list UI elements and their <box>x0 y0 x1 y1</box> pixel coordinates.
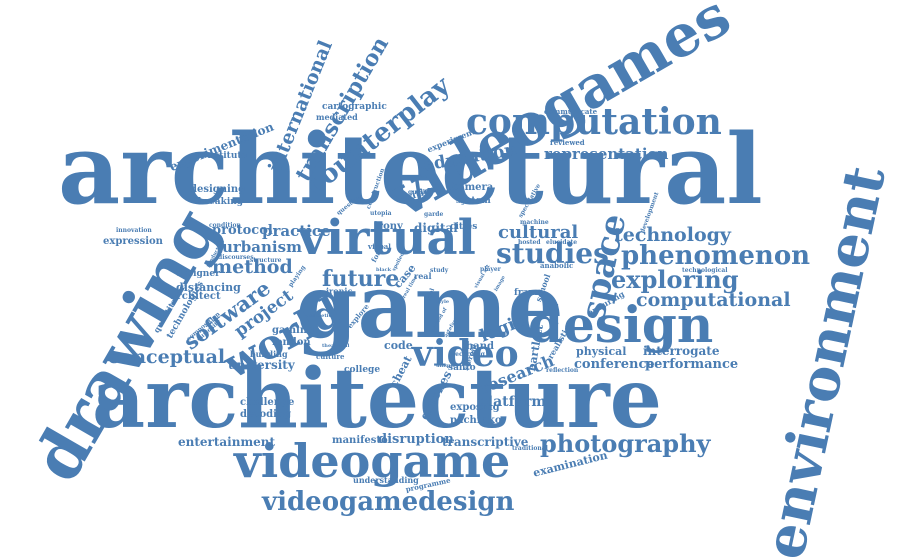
word-cartographic: cartographic <box>322 102 387 112</box>
word-digital: digital <box>414 221 458 235</box>
word-camera: camera <box>452 182 494 193</box>
word-architectural: architectural <box>58 113 763 226</box>
word-entertainment: entertainment <box>178 435 276 449</box>
word-gaming: gaming <box>272 325 315 336</box>
word-phenomenon: phenomenon <box>621 241 811 271</box>
word-distancing: distancing <box>176 281 241 294</box>
word-manifesto: manifesto <box>332 435 388 446</box>
word-decoding: decoding <box>240 409 292 420</box>
word-traditional: traditional <box>512 445 548 452</box>
word-game: game <box>296 254 564 358</box>
word-style: style <box>436 299 450 305</box>
word-cities: cities <box>450 222 478 232</box>
word-santo: santo <box>448 363 476 373</box>
word-hand: hand <box>466 341 495 352</box>
word-london: london <box>272 337 311 348</box>
word-architecture: architecture <box>92 351 662 447</box>
word-structure: structure <box>250 257 282 264</box>
word-irony: irony <box>374 221 403 232</box>
word-theatrical: theatrical <box>322 343 350 349</box>
word-interrogate: interrogate <box>643 344 720 358</box>
word-challenge: challenge <box>240 397 295 408</box>
word-technology: technology <box>614 224 731 246</box>
word-designer: designer <box>176 269 220 279</box>
word-building: building <box>250 349 288 359</box>
word-communicate: communicate <box>544 107 598 116</box>
word-expression: expression <box>103 236 163 247</box>
word-technological: technological <box>682 267 728 274</box>
word-transcriptive: transcriptive <box>442 435 529 449</box>
word-studies: studies <box>496 237 609 270</box>
word-constitute: constitute <box>196 151 248 161</box>
word-disruption: disruption <box>378 432 454 447</box>
word-method: method <box>212 256 293 278</box>
word-practice: practice <box>262 222 331 240</box>
word-cultural: cultural <box>498 222 579 243</box>
word-designing: designing <box>190 184 246 195</box>
word-black: black <box>376 267 392 273</box>
word-architect: architect <box>170 291 221 302</box>
word-college: college <box>344 365 381 375</box>
word-video: video <box>412 333 519 375</box>
word-unique: unique <box>436 363 456 369</box>
word-player: player <box>480 266 501 273</box>
word-study: study <box>430 267 449 274</box>
word-conference: conference <box>574 357 655 372</box>
word-exposing: exposing <box>450 402 500 413</box>
word-videogame: videogame <box>234 434 511 488</box>
word-hosted: hosted <box>518 239 541 246</box>
word-reviewed: reviewed <box>550 138 585 147</box>
word-real: real <box>414 271 432 281</box>
word-quality: quality <box>408 189 432 196</box>
word-ironic: ironic <box>326 286 353 296</box>
word-photography: photography <box>540 429 711 458</box>
word-pachinko: pachinko <box>450 415 502 426</box>
word-exploring: exploring <box>611 265 739 294</box>
word-urbanism: urbanism <box>222 238 302 256</box>
word-understanding: understanding <box>353 475 419 485</box>
word-environment: environment <box>751 160 899 560</box>
word-frame: frame <box>514 288 544 298</box>
word-visual: visual <box>368 242 391 251</box>
word-protocol: protocol <box>212 223 273 238</box>
word-system: system <box>456 196 491 206</box>
word-design: design <box>528 295 714 354</box>
word-conceptual: conceptual <box>108 346 226 368</box>
word-garde: garde <box>424 211 444 218</box>
word-recording: recording <box>452 351 485 358</box>
word-utopia: utopia <box>370 210 392 217</box>
word-representation: representation <box>544 145 669 163</box>
word-condition: condition <box>209 222 241 229</box>
word-machine: machine <box>520 219 549 226</box>
word-aesthetic: aesthetic <box>306 313 332 319</box>
word-reflection: reflection <box>546 367 579 374</box>
word-anabolic: anabolic <box>540 261 574 270</box>
word-performance: performance <box>645 357 739 372</box>
word-mediated: mediated <box>316 112 358 122</box>
word-university: university <box>228 358 295 372</box>
word-virtual: virtual <box>298 210 476 266</box>
word-code: code <box>384 339 413 352</box>
word-platform: platform <box>478 394 547 410</box>
word-computational: computational <box>636 289 791 311</box>
word-future: future <box>322 266 400 292</box>
word-culture: culture <box>316 352 345 361</box>
word-breaking: breaking <box>198 197 244 207</box>
word-computation: computation <box>466 101 722 143</box>
word-videogamedesign: videogamedesign <box>262 487 515 517</box>
word-innovation: innovation <box>116 227 152 234</box>
word-physical: physical <box>576 345 627 358</box>
word-discourses: discourses <box>218 254 254 261</box>
word-elucidate: elucidate <box>546 239 578 246</box>
